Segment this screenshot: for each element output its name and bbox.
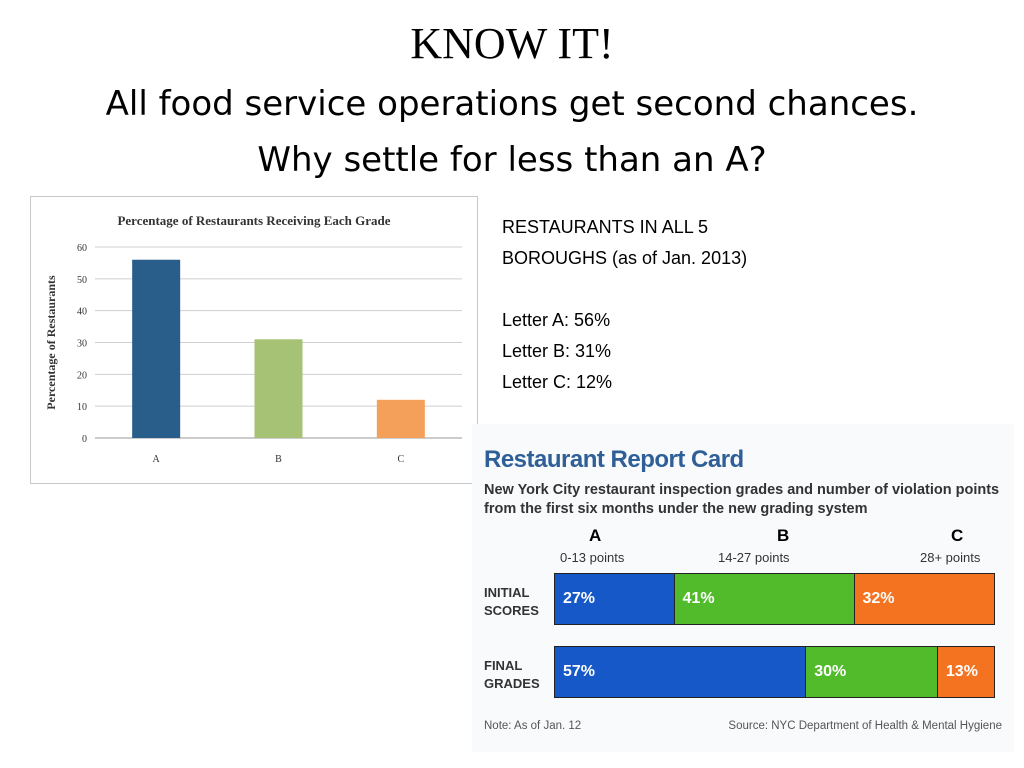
slide-subtitle-line2: Why settle for less than an A?	[257, 140, 767, 180]
segment-c: 32%	[853, 574, 994, 624]
segment-value-label: 27%	[563, 590, 596, 607]
y-tick-label: 20	[77, 370, 87, 381]
row-label-final-grades: FINAL GRADES	[484, 658, 540, 691]
stats-heading-line2: BOROUGHS (as of Jan. 2013)	[502, 248, 748, 268]
initial-scores-stacked-bar: 27% 41% 32%	[554, 573, 995, 625]
stats-heading-line1: RESTAURANTS IN ALL 5	[502, 217, 709, 237]
segment-b: 30%	[805, 647, 937, 697]
segment-c: 13%	[936, 647, 994, 697]
segment-value-label: 32%	[862, 590, 895, 607]
bar-a	[132, 259, 181, 438]
segment-a: 57%	[555, 647, 806, 697]
column-range-b: 14-27 points	[718, 550, 790, 565]
report-card-title: Restaurant Report Card	[484, 446, 744, 473]
stats-grade-b: Letter B: 31%	[502, 341, 612, 361]
bar-b	[254, 339, 303, 438]
slide-subtitle-line1: All food service operations get second c…	[105, 84, 919, 124]
y-tick-label: 60	[77, 243, 87, 254]
report-card-source: Source: NYC Department of Health & Menta…	[728, 720, 1002, 732]
stats-grade-a: Letter A: 56%	[502, 310, 611, 330]
bar-chart-plot: 0 10 20 30 40 50 60 Percentage of Restaurants A B…	[44, 243, 462, 465]
y-tick-label: 30	[77, 339, 87, 350]
restaurant-report-card: Restaurant Report Card New York City res…	[472, 424, 1014, 752]
y-tick-label: 0	[82, 434, 87, 445]
y-tick-label: 10	[77, 402, 87, 413]
column-range-c: 28+ points	[920, 550, 981, 565]
row-label-initial-scores: INITIAL SCORES	[484, 585, 539, 618]
y-axis-label: Percentage of Restaurants	[44, 275, 58, 410]
segment-value-label: 57%	[563, 663, 596, 680]
grade-bar-chart: Percentage of Restaurants Receiving Each…	[30, 196, 478, 484]
x-tick-label: B	[275, 454, 282, 465]
column-letter-a: A	[589, 526, 602, 545]
chart-title: Percentage of Restaurants Receiving Each…	[117, 213, 391, 228]
x-tick-label: A	[153, 454, 161, 465]
segment-a: 27%	[555, 574, 674, 624]
report-card-note: Note: As of Jan. 12	[484, 720, 582, 732]
column-letter-b: B	[777, 526, 790, 545]
column-range-a: 0-13 points	[560, 550, 625, 565]
grade-stats-text: RESTAURANTS IN ALL 5 BOROUGHS (as of Jan…	[502, 212, 822, 398]
segment-value-label: 30%	[814, 663, 847, 680]
y-tick-label: 40	[77, 307, 87, 318]
segment-b: 41%	[673, 574, 854, 624]
slide-title: KNOW IT!	[410, 19, 614, 68]
y-tick-label: 50	[77, 275, 87, 286]
stats-grade-c: Letter C: 12%	[502, 372, 613, 392]
bar-c	[376, 399, 425, 438]
report-card-description: New York City restaurant inspection grad…	[484, 482, 1000, 517]
segment-value-label: 13%	[945, 663, 978, 680]
x-tick-label: C	[397, 454, 404, 465]
column-letter-c: C	[951, 526, 964, 545]
segment-value-label: 41%	[682, 590, 715, 607]
final-grades-stacked-bar: 57% 30% 13%	[554, 646, 995, 698]
